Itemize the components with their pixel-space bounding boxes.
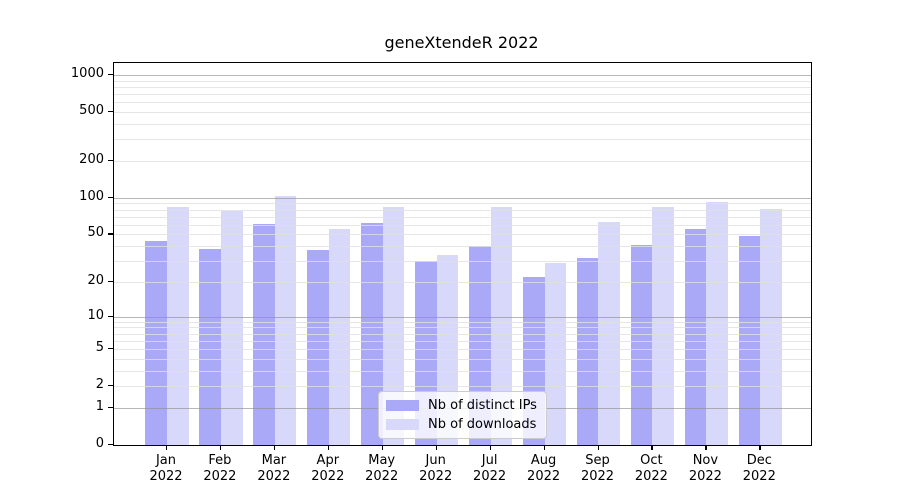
bar-jul-downloads: [490, 206, 513, 445]
x-tick-label-nov: Nov 2022: [688, 453, 722, 484]
legend-swatch-distinct-ips: [386, 400, 419, 411]
y-tick-mark-20: [108, 281, 113, 283]
bar-dec-distinct-ips: [738, 235, 761, 445]
y-tick-label-0: 0: [95, 436, 104, 451]
x-tick-label-sep: Sep 2022: [580, 453, 615, 484]
gridline-300: [114, 139, 811, 141]
y-tick-mark-10: [108, 315, 113, 317]
x-tick-mark-dec: [759, 445, 761, 451]
y-tick-mark-1: [108, 406, 113, 409]
y-tick-label-2: 2: [95, 377, 104, 393]
bar-apr-distinct-ips: [307, 250, 329, 445]
bar-sep-downloads: [598, 221, 621, 445]
gridline-1000: [114, 75, 811, 76]
y-tick-label-200: 200: [79, 152, 104, 167]
y-tick-mark-50: [108, 233, 113, 235]
x-tick-mark-aug: [543, 445, 545, 451]
bar-may-downloads: [382, 206, 405, 445]
y-tick-label-5: 5: [95, 340, 104, 355]
y-tick-label-20: 20: [87, 273, 104, 288]
bar-sep-distinct-ips: [576, 257, 599, 445]
x-tick-label-jan: Jan 2022: [149, 453, 183, 484]
x-tick-label-may: May 2022: [365, 453, 399, 484]
bar-oct-distinct-ips: [630, 244, 653, 445]
bar-apr-downloads: [328, 229, 351, 445]
bar-jan-downloads: [167, 206, 189, 445]
gridline-100: [114, 197, 811, 199]
gridline-600: [114, 102, 811, 104]
legend-swatch-downloads: [386, 419, 419, 430]
bar-feb-distinct-ips: [199, 248, 221, 445]
x-tick-mark-jan: [166, 445, 168, 451]
bar-nov-downloads: [706, 201, 728, 445]
legend: Nb of distinct IPs Nb of downloads: [378, 391, 547, 439]
x-tick-label-feb: Feb 2022: [203, 453, 237, 484]
y-tick-mark-1000: [108, 74, 113, 76]
x-tick-label-jul: Jul 2022: [473, 453, 507, 484]
gridline-400: [114, 124, 811, 125]
chart-title: geneXtendeR 2022: [384, 33, 539, 52]
bar-mar-downloads: [274, 196, 297, 445]
bar-feb-downloads: [220, 211, 243, 445]
x-tick-mark-jun: [435, 445, 437, 451]
gridline-900: [114, 80, 811, 82]
y-tick-label-1000: 1000: [70, 66, 104, 81]
bar-mar-distinct-ips: [253, 224, 275, 445]
y-tick-mark-200: [108, 160, 113, 162]
y-tick-mark-0: [108, 444, 113, 446]
x-tick-label-oct: Oct 2022: [634, 453, 668, 484]
x-tick-label-apr: Apr 2022: [311, 453, 345, 484]
y-tick-label-500: 500: [79, 103, 104, 119]
legend-label-distinct-ips: Nb of distinct IPs: [428, 398, 537, 413]
plot-area: Nb of distinct IPs Nb of downloads: [113, 62, 812, 446]
bar-nov-distinct-ips: [684, 228, 707, 445]
x-tick-label-aug: Aug 2022: [527, 453, 561, 484]
bar-oct-downloads: [652, 206, 675, 445]
x-tick-mark-may: [381, 445, 383, 451]
bar-aug-downloads: [544, 262, 567, 445]
x-tick-mark-jul: [489, 445, 491, 451]
x-tick-mark-nov: [705, 445, 707, 451]
bar-jan-distinct-ips: [145, 241, 167, 445]
y-tick-label-1: 1: [95, 398, 104, 414]
x-tick-label-mar: Mar 2022: [257, 453, 291, 484]
gridline-700: [114, 94, 811, 96]
legend-entry-downloads: Nb of downloads: [386, 417, 537, 432]
y-tick-label-10: 10: [87, 307, 104, 323]
gridline-800: [114, 87, 811, 88]
y-tick-label-50: 50: [87, 225, 104, 241]
y-tick-label-100: 100: [79, 188, 104, 204]
x-tick-label-dec: Dec 2022: [742, 453, 776, 484]
y-tick-mark-5: [108, 348, 113, 350]
gridline-200: [114, 161, 811, 162]
x-tick-mark-mar: [273, 445, 276, 451]
legend-entry-distinct-ips: Nb of distinct IPs: [386, 398, 537, 413]
bar-dec-downloads: [760, 209, 782, 445]
x-tick-mark-oct: [651, 445, 653, 451]
y-tick-mark-500: [108, 111, 113, 113]
x-tick-mark-feb: [219, 445, 222, 451]
x-tick-mark-apr: [327, 445, 330, 451]
gridline-500: [114, 112, 811, 114]
y-tick-mark-2: [108, 385, 113, 387]
y-tick-mark-100: [108, 196, 113, 199]
legend-label-downloads: Nb of downloads: [428, 417, 537, 432]
x-tick-label-jun: Jun 2022: [419, 453, 453, 484]
x-tick-mark-sep: [597, 445, 599, 451]
